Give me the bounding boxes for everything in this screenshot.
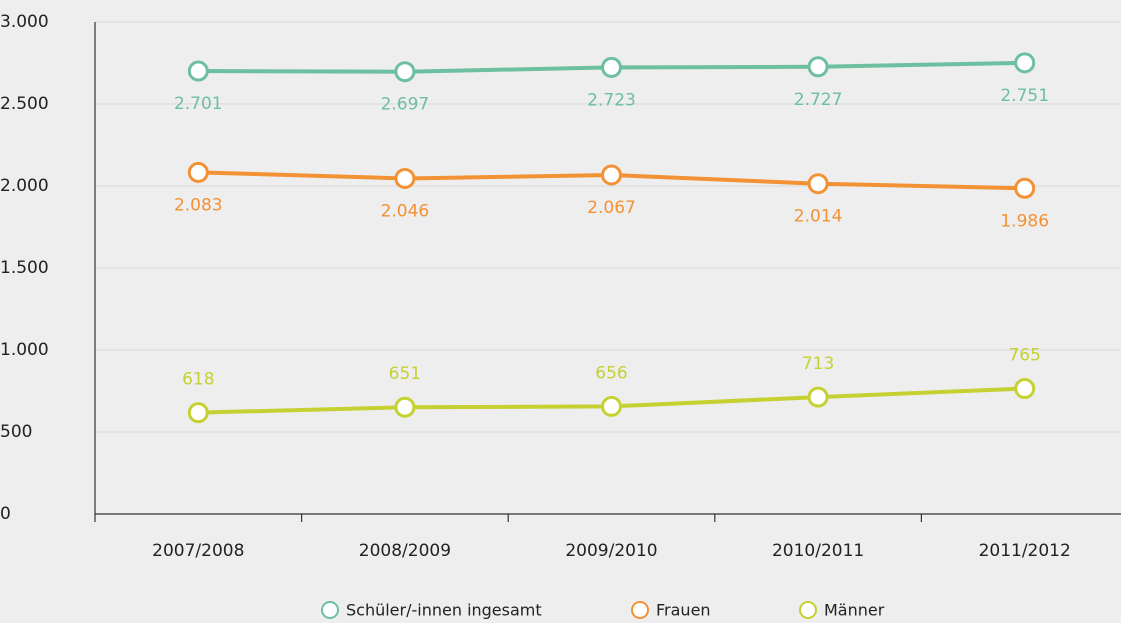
point: [601, 395, 622, 417]
data-label: 2.067: [587, 198, 636, 218]
legend-marker: [631, 601, 649, 619]
point: [807, 173, 829, 195]
point: [1014, 378, 1036, 400]
x-tick-label: 2007/2008: [152, 541, 244, 561]
point: [1014, 52, 1036, 74]
legend-label: Frauen: [656, 601, 711, 620]
legend-marker: [321, 601, 339, 619]
legend-label: Männer: [824, 601, 885, 620]
legend-label: Schüler/-innen ingesamt: [346, 601, 542, 620]
data-label: 2.046: [381, 201, 430, 221]
y-tick-label: 1.500: [0, 258, 49, 278]
data-label: 765: [1008, 346, 1040, 366]
x-tick-label: 2010/2011: [772, 541, 864, 561]
data-label: 2.701: [174, 94, 223, 114]
data-label: 2.727: [794, 90, 843, 110]
y-tick-label: 2.500: [0, 94, 49, 114]
point: [394, 61, 416, 83]
point: [1014, 177, 1036, 199]
legend-marker: [799, 601, 817, 619]
point: [187, 60, 209, 82]
x-tick-label: 2009/2010: [565, 541, 657, 561]
data-label: 1.986: [1000, 211, 1049, 231]
point: [807, 56, 829, 78]
x-tick-label: 2008/2009: [359, 541, 451, 561]
data-label: 618: [182, 370, 214, 390]
data-label: 2.697: [381, 95, 430, 115]
y-tick-label: 1.000: [0, 340, 49, 360]
point: [807, 386, 829, 408]
data-label: 2.751: [1000, 86, 1049, 106]
point: [394, 167, 416, 189]
point: [187, 402, 209, 424]
point: [187, 161, 209, 183]
point: [601, 56, 622, 78]
y-tick-label: 3.000: [0, 12, 49, 32]
data-label: 651: [389, 364, 421, 384]
data-label: 2.083: [174, 195, 223, 215]
data-label: 2.723: [587, 90, 636, 110]
x-tick-label: 2011/2012: [979, 541, 1071, 561]
data-label: 656: [595, 363, 627, 383]
y-tick-label: 2.000: [0, 176, 49, 196]
point: [601, 164, 622, 186]
y-tick-label: 500: [0, 422, 32, 442]
point: [394, 396, 416, 418]
data-label: 713: [802, 354, 834, 374]
y-tick-label: 0: [0, 504, 11, 524]
data-label: 2.014: [794, 207, 843, 227]
